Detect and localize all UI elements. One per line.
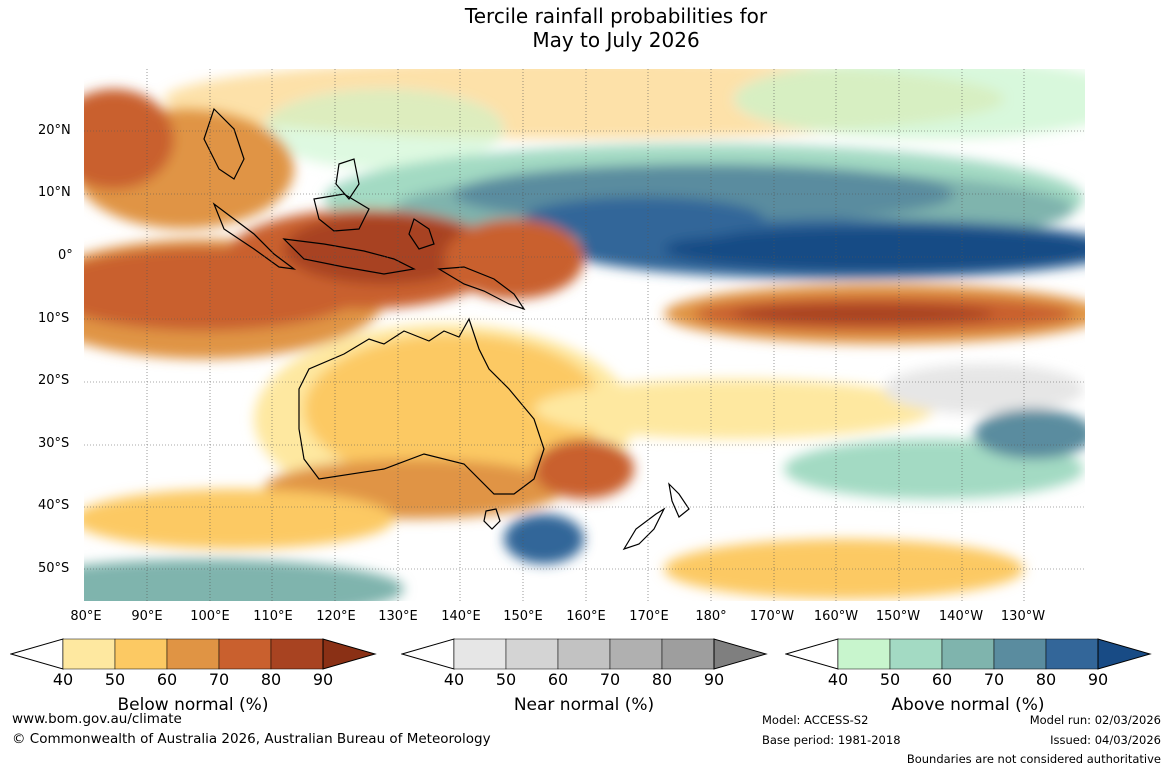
lon-label: 140°W [938, 609, 984, 624]
colorbar-left-triangle [401, 638, 455, 670]
chart-title-line1: Tercile rainfall probabilities for [464, 4, 768, 28]
cb-tick: 70 [599, 670, 621, 689]
colorbar-segment [114, 638, 168, 670]
near-normal-label: Near normal (%) [513, 695, 655, 715]
rainfall-probability-map [84, 69, 1085, 601]
colorbar-left-triangle [785, 638, 839, 670]
cb-tick: 40 [827, 670, 849, 689]
colorbar-segment [941, 638, 995, 670]
colorbar-segment [609, 638, 663, 670]
disclaimer: Boundaries are not considered authoritat… [906, 752, 1161, 766]
colorbar-segment [453, 638, 507, 670]
cb-tick: 60 [156, 670, 178, 689]
lat-label: 30°S [38, 436, 70, 451]
below-normal-label: Below normal (%) [117, 695, 269, 715]
cb-tick: 40 [443, 670, 465, 689]
model-info: Model: ACCESS-S2 [762, 713, 869, 727]
cb-tick: 70 [983, 670, 1005, 689]
colorbar-segment [505, 638, 559, 670]
above-normal-label: Above normal (%) [891, 695, 1045, 715]
cb-tick: 70 [208, 670, 230, 689]
above-normal-colorbar [785, 638, 1152, 670]
lon-label: 100°E [190, 609, 230, 624]
cb-tick: 50 [879, 670, 901, 689]
colorbar-segment [218, 638, 272, 670]
issued-date: Issued: 04/03/2026 [1050, 733, 1161, 747]
colorbar-segment [270, 638, 324, 670]
below-normal-colorbar [10, 638, 377, 670]
cb-tick: 90 [703, 670, 725, 689]
lon-label: 150°E [503, 609, 543, 624]
lat-label: 0° [58, 248, 73, 263]
source-url[interactable]: www.bom.gov.au/climate [12, 711, 182, 727]
cb-tick: 60 [931, 670, 953, 689]
lat-label: 40°S [38, 498, 70, 513]
lon-label: 120°E [316, 609, 356, 624]
cb-tick: 90 [1087, 670, 1109, 689]
lat-label: 10°N [38, 185, 71, 200]
colorbar-segment [889, 638, 943, 670]
lat-label: 20°S [38, 373, 70, 388]
colorbar-right-triangle [713, 638, 768, 670]
base-period: Base period: 1981-2018 [762, 733, 901, 747]
lat-label: 10°S [38, 311, 70, 326]
colorbar-segment [661, 638, 715, 670]
lon-label: 110°E [253, 609, 293, 624]
lon-label: 150°W [875, 609, 921, 624]
lon-label: 160°E [566, 609, 606, 624]
colorbar-segment [62, 638, 116, 670]
cb-tick: 60 [547, 670, 569, 689]
cb-tick: 50 [495, 670, 517, 689]
colorbar-segment [837, 638, 891, 670]
cb-tick: 50 [104, 670, 126, 689]
lon-label: 90°E [131, 609, 163, 624]
colorbar-segment [166, 638, 220, 670]
model-run: Model run: 02/03/2026 [1029, 713, 1161, 727]
lon-label: 130°E [378, 609, 418, 624]
colorbar-segment [1045, 638, 1099, 670]
lon-label: 130°W [1000, 609, 1046, 624]
colorbar-segment [557, 638, 611, 670]
near-normal-colorbar [401, 638, 768, 670]
chart-title-line2: May to July 2026 [532, 28, 700, 52]
lon-label: 80°E [70, 609, 102, 624]
lon-label: 170°W [749, 609, 795, 624]
cb-tick: 80 [260, 670, 282, 689]
lat-label: 50°S [38, 561, 70, 576]
cb-tick: 40 [52, 670, 74, 689]
lat-label: 20°N [38, 123, 71, 138]
cb-tick: 90 [312, 670, 334, 689]
cb-tick: 80 [651, 670, 673, 689]
lon-label: 170°E [629, 609, 669, 624]
cb-tick: 80 [1035, 670, 1057, 689]
colorbar-right-triangle [1097, 638, 1152, 670]
copyright: © Commonwealth of Australia 2026, Austra… [12, 731, 491, 747]
lon-label: 180° [695, 609, 727, 624]
lon-label: 160°W [813, 609, 859, 624]
colorbar-right-triangle [322, 638, 377, 670]
colorbar-segment [993, 638, 1047, 670]
colorbar-left-triangle [10, 638, 64, 670]
lon-label: 140°E [441, 609, 481, 624]
